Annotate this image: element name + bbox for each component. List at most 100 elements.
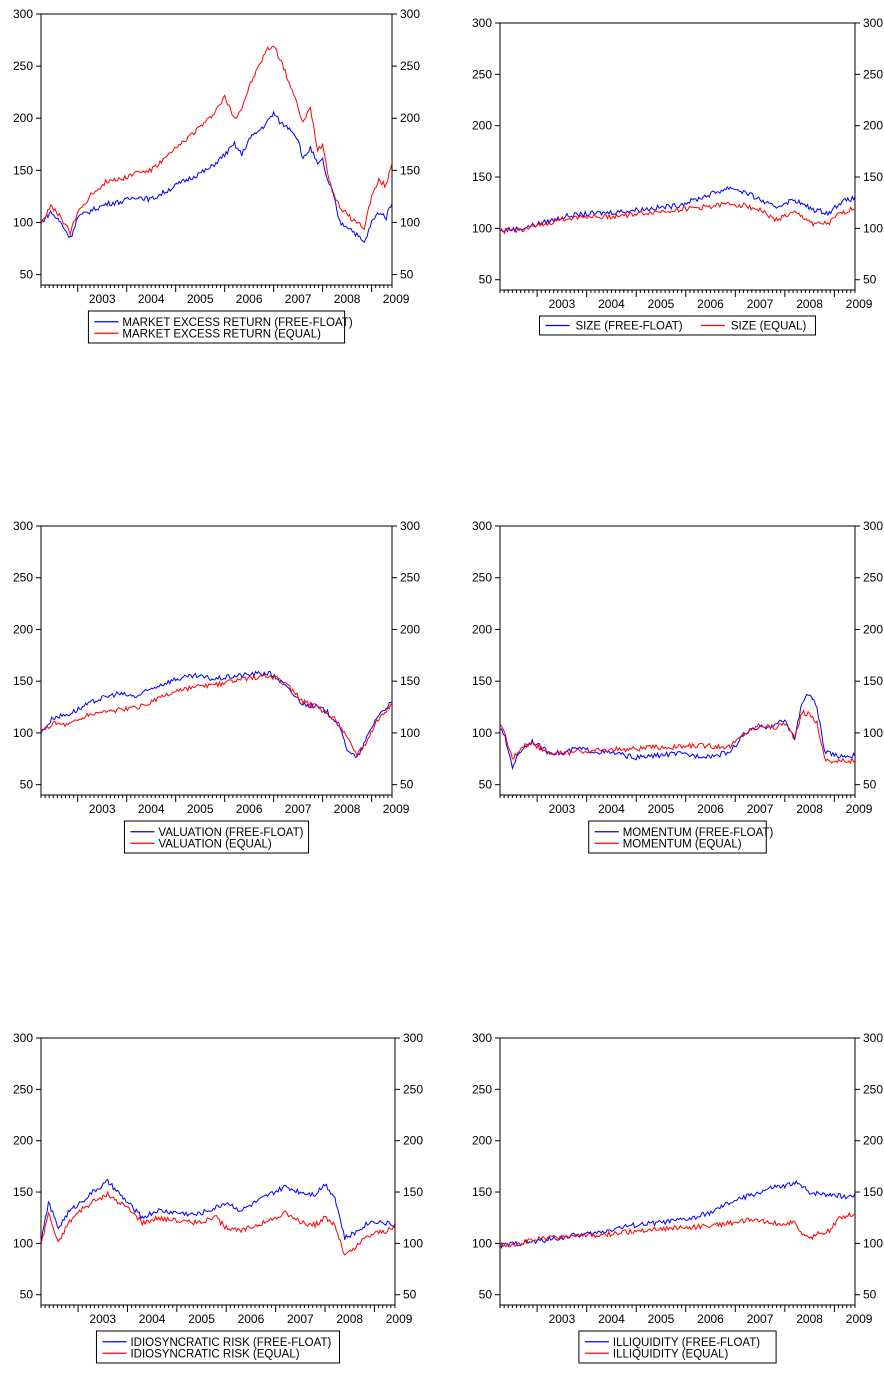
- y-tick-label-left: 300: [13, 1031, 33, 1045]
- y-tick-label-left: 200: [472, 622, 492, 636]
- x-tick-label: 2003: [89, 292, 116, 306]
- legend-box: [123, 820, 310, 854]
- y-tick-label-right: 150: [400, 163, 420, 177]
- x-tick-label: 2004: [598, 802, 625, 816]
- x-tick-label: 2009: [846, 1312, 873, 1326]
- legend-label: IDIOSYNCRATIC RISK (EQUAL): [130, 1348, 299, 1360]
- x-tick-label: 2006: [236, 292, 263, 306]
- chart-panel-5: 50 50 100 100 150 150 200 200 250 250 300 300 2003 20…: [13, 1031, 423, 1364]
- y-tick-label-left: 150: [472, 674, 492, 688]
- y-tick-label-right: 50: [863, 273, 877, 287]
- legend-label: MOMENTUM (FREE-FLOAT): [623, 827, 774, 839]
- y-tick-label-right: 300: [400, 519, 420, 533]
- y-tick-label-right: 100: [400, 215, 420, 229]
- legend: ILLIQUIDITY (FREE-FLOAT)ILLIQUIDITY (EQU…: [578, 1330, 777, 1364]
- x-tick-label: 2005: [648, 802, 675, 816]
- x-tick-label: 2008: [334, 802, 361, 816]
- x-tick-label: 2009: [383, 292, 410, 306]
- series-line-1: [500, 1179, 855, 1249]
- y-tick-label-right: 250: [400, 59, 420, 73]
- y-tick-label-left: 100: [472, 221, 492, 235]
- x-tick-label: 2003: [549, 1312, 576, 1326]
- plot-frame: [499, 1037, 856, 1306]
- y-tick-label-left: 100: [472, 726, 492, 740]
- series-line-1: [41, 1178, 395, 1246]
- x-tick-label: 2003: [89, 1312, 116, 1326]
- y-tick-label-right: 50: [400, 268, 414, 282]
- x-tick-label: 2007: [287, 1312, 314, 1326]
- x-tick-label: 2009: [846, 297, 873, 311]
- x-tick-label: 2008: [336, 1312, 363, 1326]
- y-tick-label-left: 50: [479, 778, 493, 792]
- x-tick-label: 2004: [598, 1312, 625, 1326]
- legend-box: [95, 1330, 341, 1364]
- y-tick-label-right: 200: [400, 622, 420, 636]
- x-tick-label: 2009: [386, 1312, 413, 1326]
- legend-box: [578, 1330, 777, 1364]
- x-tick-label: 2003: [89, 802, 116, 816]
- x-tick-label: 2005: [648, 1312, 675, 1326]
- y-tick-label-left: 50: [479, 273, 493, 287]
- y-tick-label-right: 150: [863, 1185, 883, 1199]
- x-tick-label: 2006: [238, 1312, 265, 1326]
- plot-frame: [40, 13, 393, 286]
- plot-frame: [499, 22, 856, 291]
- legend-label: MOMENTUM (EQUAL): [623, 838, 742, 850]
- y-tick-label-right: 100: [403, 1236, 423, 1250]
- x-tick-label: 2009: [846, 802, 873, 816]
- x-tick-label: 2006: [697, 297, 724, 311]
- y-tick-label-left: 200: [472, 119, 492, 133]
- y-tick-label-right: 300: [863, 16, 883, 30]
- legend-label: ILLIQUIDITY (FREE-FLOAT): [613, 1337, 760, 1349]
- y-tick-label-left: 250: [13, 571, 33, 585]
- y-tick-label-right: 200: [863, 622, 883, 636]
- y-tick-label-left: 300: [13, 7, 33, 21]
- x-tick-label: 2004: [598, 297, 625, 311]
- series-line-2: [500, 709, 855, 765]
- y-tick-label-right: 300: [403, 1031, 423, 1045]
- x-tick-label: 2004: [139, 1312, 166, 1326]
- series-line-2: [500, 201, 855, 235]
- y-tick-label-left: 250: [472, 67, 492, 81]
- y-tick-label-right: 100: [863, 726, 883, 740]
- legend-label: VALUATION (FREE-FLOAT): [158, 827, 303, 839]
- y-tick-label-left: 250: [13, 1082, 33, 1096]
- legend-label: IDIOSYNCRATIC RISK (FREE-FLOAT): [130, 1337, 331, 1349]
- legend-box: [87, 310, 346, 344]
- y-tick-label-left: 250: [472, 571, 492, 585]
- y-tick-label-right: 250: [863, 1082, 883, 1096]
- y-tick-label-left: 50: [20, 268, 34, 282]
- legend-box: [588, 820, 767, 854]
- x-tick-label: 2003: [549, 802, 576, 816]
- x-tick-label: 2005: [187, 802, 214, 816]
- y-tick-label-right: 100: [863, 1236, 883, 1250]
- y-tick-label-right: 150: [863, 170, 883, 184]
- y-tick-label-right: 150: [400, 674, 420, 688]
- legend-label: MARKET EXCESS RETURN (FREE-FLOAT): [122, 317, 352, 329]
- x-tick-label: 2006: [236, 802, 263, 816]
- legend-label: SIZE (EQUAL): [731, 321, 807, 333]
- y-tick-label-right: 250: [400, 571, 420, 585]
- y-tick-label-left: 150: [13, 1185, 33, 1199]
- y-tick-label-left: 100: [13, 215, 33, 229]
- y-tick-label-left: 150: [472, 170, 492, 184]
- y-tick-label-right: 50: [863, 778, 877, 792]
- y-tick-label-left: 200: [13, 111, 33, 125]
- y-tick-label-right: 300: [863, 1031, 883, 1045]
- chart-panel-6: 50 50 100 100 150 150 200 200 250 250 300 300 2003 20…: [472, 1031, 883, 1364]
- legend: VALUATION (FREE-FLOAT)VALUATION (EQUAL): [123, 820, 310, 854]
- legend: SIZE (FREE-FLOAT) SIZE (EQUAL): [539, 315, 816, 336]
- y-tick-label-left: 300: [13, 519, 33, 533]
- series-line-2: [41, 45, 392, 237]
- x-tick-label: 2006: [697, 802, 724, 816]
- legend-box: [539, 315, 816, 336]
- y-tick-label-right: 50: [403, 1288, 417, 1302]
- x-tick-label: 2008: [796, 802, 823, 816]
- series-line-1: [500, 186, 855, 234]
- y-tick-label-left: 250: [472, 1082, 492, 1096]
- series-line-2: [41, 1190, 395, 1256]
- x-tick-label: 2005: [187, 292, 214, 306]
- y-tick-label-right: 200: [863, 1134, 883, 1148]
- legend: MARKET EXCESS RETURN (FREE-FLOAT)MARKET …: [87, 310, 353, 344]
